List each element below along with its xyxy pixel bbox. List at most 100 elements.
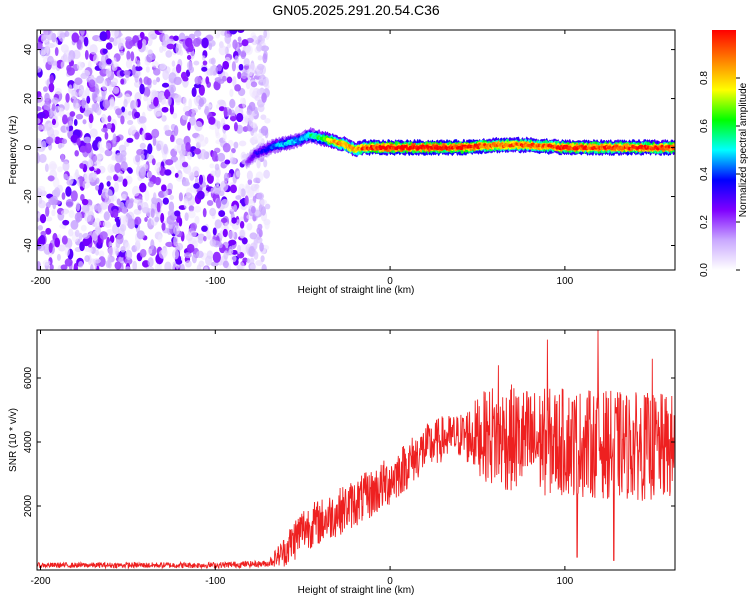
spectrogram-cell: [64, 246, 70, 257]
spectrogram-cell: [232, 39, 238, 50]
spectrogram-cell: [172, 112, 178, 119]
spectrogram-cell: [121, 106, 126, 113]
spectrogram-cell: [101, 127, 109, 133]
spectrogram-cell: [194, 30, 202, 38]
spectrogram-cell: [224, 33, 232, 44]
spectrogram-cell: [193, 148, 202, 155]
spectrogram-cell: [173, 225, 180, 236]
spectrogram-cell: [38, 153, 47, 163]
spectrogram-cell: [161, 222, 166, 231]
spectrogram-cell: [41, 34, 47, 40]
spectrogram-cell: [95, 249, 100, 256]
colorbar-ticks: 0.0 0.2 0.4 0.6 0.8: [699, 71, 740, 277]
colorbar-tick-label: 0.2: [699, 215, 710, 229]
spectrogram-cell: [185, 260, 192, 268]
spectrogram-cell: [143, 86, 151, 98]
spectrogram-cell: [48, 161, 57, 172]
spectrogram-cell: [233, 121, 238, 132]
spectrogram-cell: [137, 205, 142, 211]
spectrogram-cell: [230, 254, 237, 263]
spectrogram-cell: [220, 198, 230, 209]
spectrogram-cell: [113, 181, 119, 193]
spectrogram-cell: [67, 55, 72, 63]
spectrogram-cell: [157, 234, 163, 243]
spectrogram-cell: [95, 177, 100, 184]
spectrogram-cell: [222, 228, 228, 238]
spectrogram-cell: [169, 195, 175, 201]
spectrogram-cell: [205, 76, 210, 85]
spectrogram-cell: [86, 95, 91, 104]
spectrogram-cell: [211, 151, 218, 162]
spectrogram-cell: [54, 47, 59, 57]
spectrogram-cell: [173, 144, 182, 152]
spectrogram-cell: [60, 44, 69, 53]
spectrogram-cell: [73, 119, 78, 127]
spectrogram-cell: [127, 110, 132, 116]
spectrogram-cell: [196, 190, 205, 200]
spectrogram-cell: [127, 167, 133, 174]
spectrogram-cell: [156, 76, 161, 83]
spectrogram-x-label: Height of straight line (km): [298, 285, 415, 296]
spectrogram-cell: [139, 142, 146, 150]
spectrogram-cell: [123, 69, 131, 76]
spectrogram-cell: [74, 212, 83, 223]
spectrogram-cell: [250, 137, 256, 146]
spectrogram-cell: [104, 132, 109, 140]
spectrogram-cell: [194, 76, 202, 85]
spectrogram-y-ticks: -40 -20 0 20 40: [23, 44, 675, 253]
spectrogram-cell: [263, 159, 268, 168]
spectrogram-cell: [240, 50, 246, 60]
spectrogram-cell: [111, 155, 117, 161]
spectrogram-cell: [37, 41, 43, 50]
spectrogram-cell: [158, 30, 167, 34]
spectrogram-cell: [184, 110, 192, 117]
spectrogram-cell: [154, 176, 161, 186]
spectrogram-cell: [209, 124, 217, 130]
spectrogram-cell: [133, 111, 141, 119]
spectrogram-cell: [260, 114, 267, 120]
spectrogram-cell: [153, 96, 159, 107]
spectrogram-cell: [162, 69, 170, 81]
spectrogram-cell: [62, 219, 70, 226]
spectrogram-cell: [109, 96, 115, 107]
spectrogram-cell: [235, 219, 241, 225]
spectrogram-cell: [105, 68, 112, 78]
spectrogram-cell: [98, 250, 105, 257]
spectrogram-cell: [49, 74, 55, 85]
spectrogram-cell: [218, 210, 226, 217]
spectrogram-cell: [249, 257, 255, 265]
spectrogram-cell: [188, 205, 195, 212]
spectrogram-cell: [168, 201, 175, 213]
spectrogram-cell: [61, 235, 68, 245]
spectrogram-cell: [186, 243, 195, 253]
spectrogram-cell: [37, 118, 41, 124]
spectrogram-cell: [249, 232, 258, 240]
spectrogram-cell: [167, 210, 173, 216]
spectrogram-cell: [228, 108, 232, 116]
spectrogram-cell: [120, 161, 128, 172]
spectrogram-cell: [37, 139, 43, 150]
spectrogram-cell: [203, 235, 207, 242]
spectrogram-cell: [60, 153, 65, 163]
spectrogram-cell: [105, 58, 112, 65]
spectrogram-cell: [89, 166, 95, 172]
spectrogram-cell: [124, 242, 130, 251]
spectrogram-cell: [235, 195, 242, 200]
spectrogram-cell: [89, 264, 94, 270]
spectrogram-cell: [140, 153, 145, 161]
spectrogram-cell: [247, 179, 253, 185]
spectrogram-cell: [60, 61, 65, 69]
spectrogram-cell: [102, 48, 108, 54]
spectrogram-cell: [188, 116, 196, 126]
spectrogram-cell: [241, 237, 248, 245]
spectrogram-cell: [43, 101, 51, 111]
spectrogram-cell: [51, 97, 59, 105]
spectrogram-cell: [131, 185, 140, 197]
spectrogram-cell: [224, 221, 229, 232]
spectrogram-cell: [147, 31, 157, 38]
spectrogram-cell: [47, 55, 54, 65]
spectrogram-cell: [76, 39, 82, 50]
spectrogram-cell: [92, 230, 98, 242]
spectrogram-cell: [156, 201, 161, 213]
spectrogram-cell: [228, 239, 237, 246]
